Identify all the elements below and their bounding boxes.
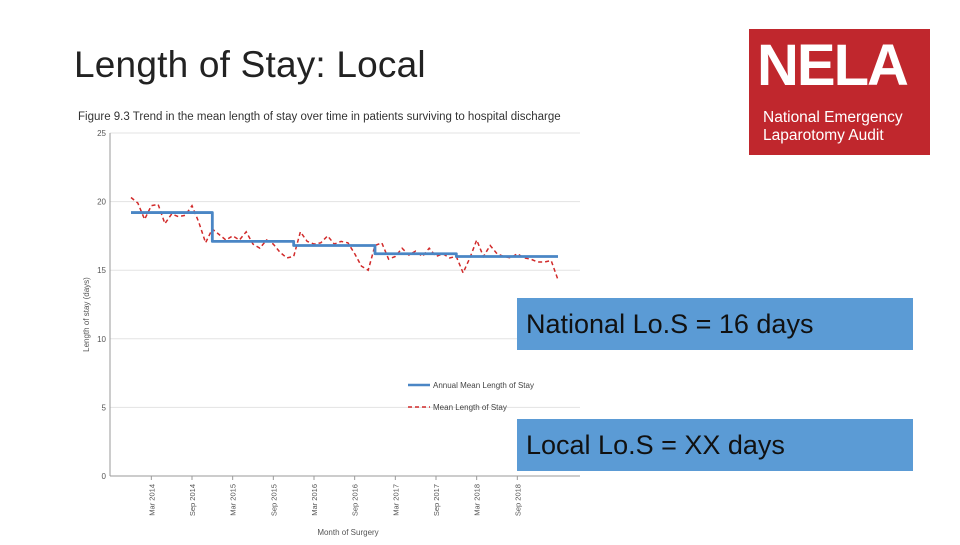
x-tick-label: Sep 2015 xyxy=(269,484,278,516)
annual-mean-los-line xyxy=(131,211,558,258)
x-tick-label: Mar 2014 xyxy=(147,484,156,516)
legend-annual-label: Annual Mean Length of Stay xyxy=(433,381,534,390)
chart-legend: Annual Mean Length of Stay Mean Length o… xyxy=(408,381,534,412)
y-tick-label: 20 xyxy=(97,198,106,207)
x-tick-label: Sep 2016 xyxy=(351,484,360,516)
national-los-callout: National Lo.S = 16 days xyxy=(517,298,913,350)
x-tick-label: Sep 2018 xyxy=(513,484,522,516)
x-axis-label: Month of Surgery xyxy=(317,528,378,537)
legend-monthly-label: Mean Length of Stay xyxy=(433,403,507,412)
y-tick-label: 10 xyxy=(97,335,106,344)
x-tick-label: Sep 2017 xyxy=(432,484,441,516)
y-tick-label: 25 xyxy=(97,129,106,138)
grid-lines xyxy=(109,132,580,477)
nela-logo: NELA National Emergency Laparotomy Audit xyxy=(749,29,930,155)
x-tick-label: Sep 2014 xyxy=(188,484,197,516)
chart-title: Figure 9.3 Trend in the mean length of s… xyxy=(78,111,561,123)
logo-line-2: Laparotomy Audit xyxy=(763,127,884,144)
y-axis-label: Length of stay (days) xyxy=(82,277,91,352)
y-axis-ticks: 0 5 10 15 20 25 xyxy=(97,129,106,481)
y-tick-label: 0 xyxy=(102,472,107,481)
y-tick-label: 15 xyxy=(97,266,106,275)
y-tick-label: 5 xyxy=(102,403,107,412)
mean-los-monthly-line xyxy=(130,196,559,281)
x-tick-label: Mar 2018 xyxy=(473,484,482,516)
x-axis-ticks: Mar 2014 Sep 2014 Mar 2015 Sep 2015 Mar 2016… xyxy=(147,476,522,516)
series-lines xyxy=(130,196,559,281)
logo-mark: NELA xyxy=(757,33,909,98)
x-tick-label: Mar 2017 xyxy=(391,484,400,516)
x-tick-label: Mar 2015 xyxy=(229,484,238,516)
logo-line-1: National Emergency xyxy=(763,109,903,126)
x-tick-label: Mar 2016 xyxy=(310,484,319,516)
slide-title: Length of Stay: Local xyxy=(74,44,426,85)
local-los-callout: Local Lo.S = XX days xyxy=(517,419,913,471)
